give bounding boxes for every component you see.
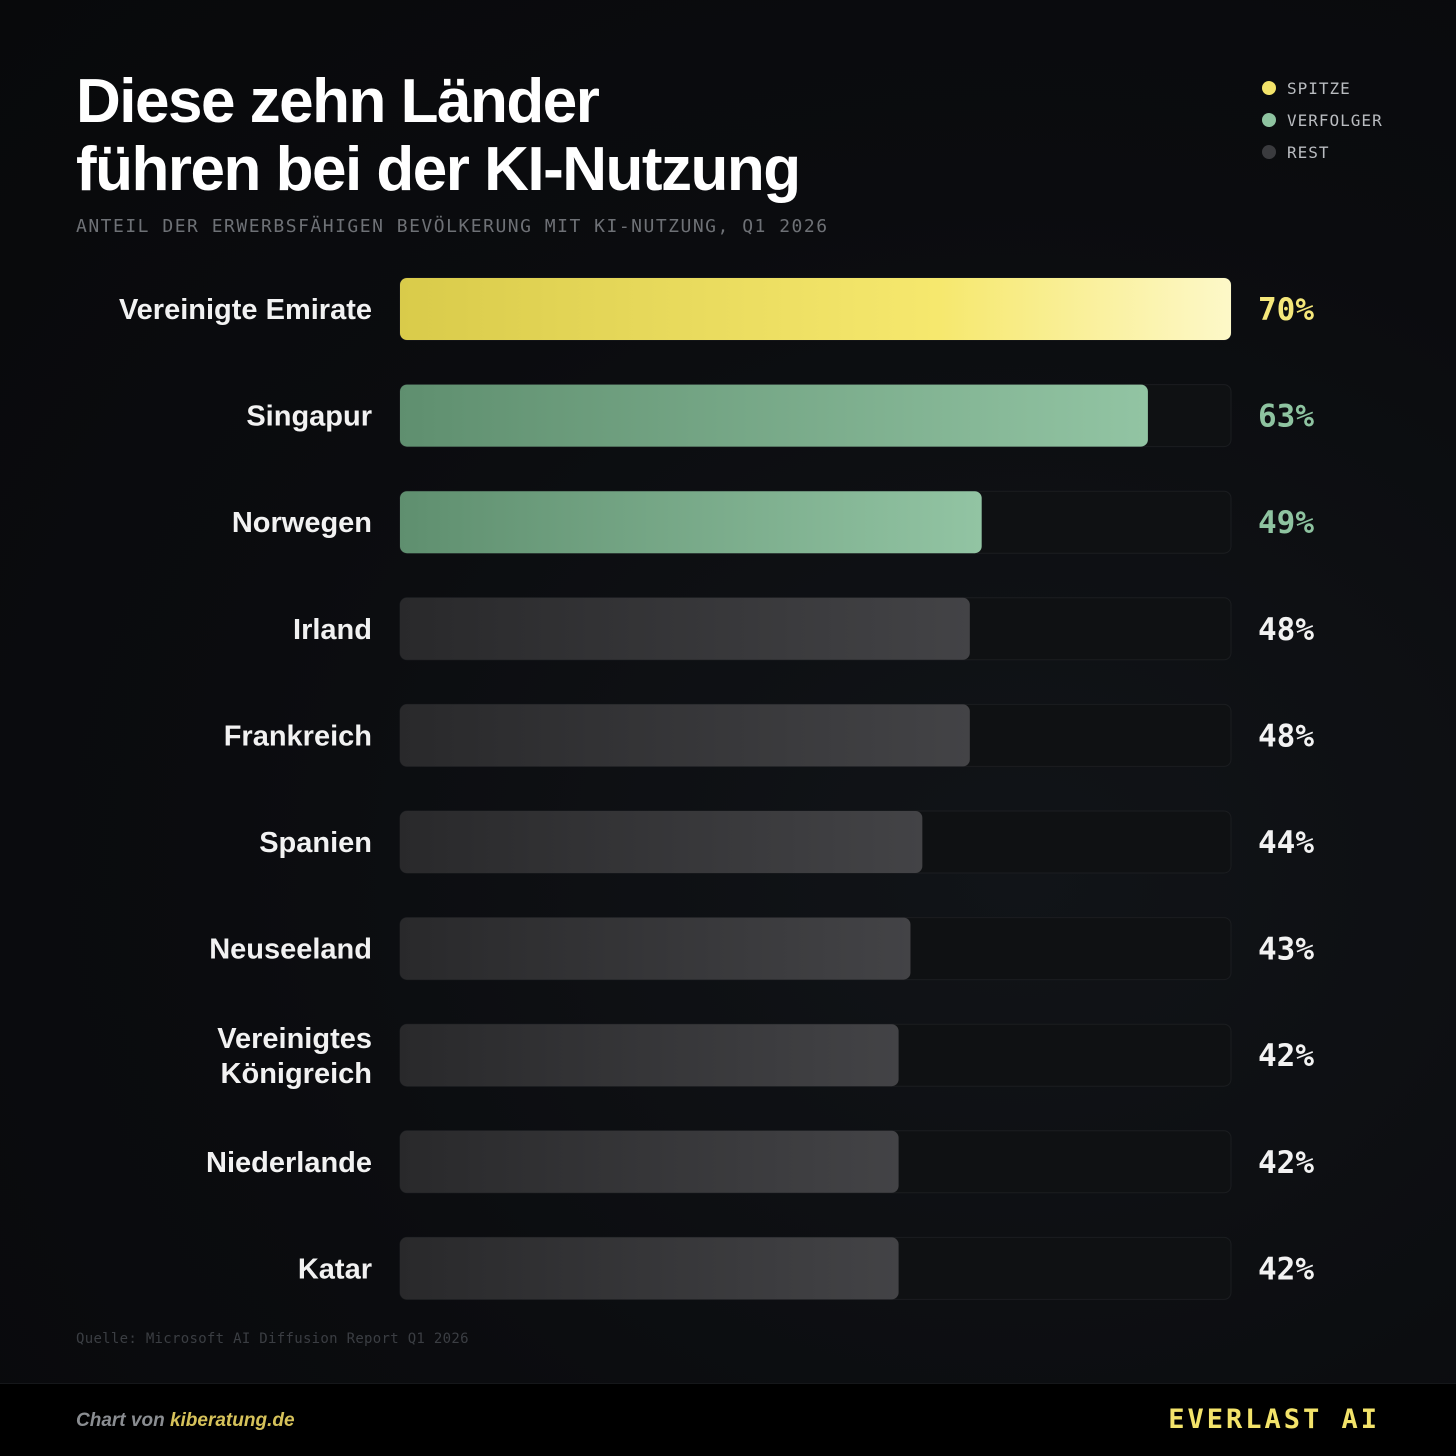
value-label-vereinigtes-koenigreich: 42% xyxy=(1258,1038,1314,1074)
legend-item-verfolger: VERFOLGER xyxy=(1262,104,1383,136)
legend-dot-verfolger xyxy=(1262,113,1276,127)
bar-singapur xyxy=(400,384,1148,447)
bar-katar xyxy=(400,1237,899,1300)
value-label-katar: 42% xyxy=(1258,1251,1314,1287)
footer: Chart von kiberatung.de EVERLAST AI xyxy=(0,1383,1456,1456)
brand-logo-text: EVERLAST AI xyxy=(1168,1404,1380,1435)
chart-title: Diese zehn Länder führen bei der KI-Nutz… xyxy=(76,67,801,204)
category-label-singapur: Singapur xyxy=(246,401,372,433)
value-label-vereinigte-emirate: 70% xyxy=(1258,292,1314,328)
value-label-niederlande: 42% xyxy=(1258,1145,1314,1181)
category-label-frankreich: Frankreich xyxy=(224,720,372,752)
bar-niederlande xyxy=(400,1130,899,1193)
credit: Chart von kiberatung.de xyxy=(76,1410,295,1432)
legend-item-rest: REST xyxy=(1262,136,1383,168)
category-label-neuseeland: Neuseeland xyxy=(209,934,372,966)
source-note: Quelle: Microsoft AI Diffusion Report Q1… xyxy=(76,1331,469,1347)
bar-spanien xyxy=(400,811,923,873)
legend-dot-rest xyxy=(1262,145,1276,159)
bar-vereinigte-emirate xyxy=(400,278,1231,340)
title-line-2: führen bei der KI-Nutzung xyxy=(76,135,801,204)
category-label-vereinigtes-koenigreich: Vereinigtes Königreich xyxy=(217,1023,372,1090)
value-label-singapur: 63% xyxy=(1258,399,1314,435)
legend-label-spitze: SPITZE xyxy=(1287,78,1351,98)
category-label-vereinigte-emirate: Vereinigte Emirate xyxy=(119,294,372,326)
credit-prefix: Chart von xyxy=(76,1410,170,1431)
category-label-katar: Katar xyxy=(298,1253,372,1285)
bar-chart: Vereinigte Emirate 70% Singapur 63% Norwegen… xyxy=(119,277,1314,1300)
legend-item-spitze: SPITZE xyxy=(1262,72,1383,104)
legend-dot-spitze xyxy=(1262,81,1276,95)
legend: SPITZE VERFOLGER REST xyxy=(1262,72,1383,168)
value-label-norwegen: 49% xyxy=(1258,505,1314,541)
category-label-irland: Irland xyxy=(293,614,372,646)
category-label-niederlande: Niederlande xyxy=(206,1147,372,1179)
bar-norwegen xyxy=(400,491,982,554)
value-label-neuseeland: 43% xyxy=(1258,932,1314,968)
legend-label-rest: REST xyxy=(1287,142,1330,162)
category-label-spanien: Spanien xyxy=(259,827,372,859)
legend-label-verfolger: VERFOLGER xyxy=(1287,110,1383,130)
bar-frankreich xyxy=(400,704,970,767)
chart-subtitle: ANTEIL DER ERWERBSFÄHIGEN BEVÖLKERUNG MI… xyxy=(76,216,829,237)
value-label-spanien: 44% xyxy=(1258,825,1314,861)
bar-vereinigtes-koenigreich xyxy=(400,1024,899,1087)
credit-link[interactable]: kiberatung.de xyxy=(169,1410,295,1431)
bars-group: Vereinigte Emirate 70% Singapur 63% Norwegen… xyxy=(119,277,1314,1300)
category-label-norwegen: Norwegen xyxy=(232,507,372,539)
value-label-irland: 48% xyxy=(1258,612,1314,648)
title-line-1: Diese zehn Länder xyxy=(76,67,600,136)
value-label-frankreich: 48% xyxy=(1258,718,1314,754)
bar-irland xyxy=(400,597,970,660)
bar-neuseeland xyxy=(400,917,911,980)
